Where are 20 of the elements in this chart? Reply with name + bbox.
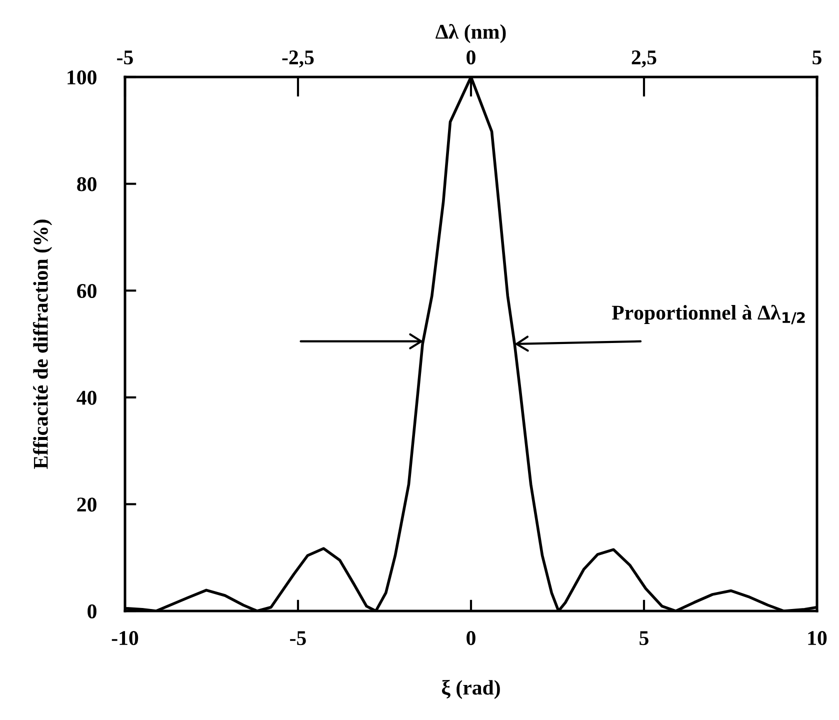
x2-tick-label: 5 (812, 50, 822, 64)
x-tick-label: -5 (290, 631, 306, 646)
y-tick-label: 40 (76, 390, 96, 405)
y-tick-label: 80 (77, 177, 96, 192)
x-tick-label: 5 (640, 631, 648, 646)
y-tick-label: 60 (77, 284, 96, 298)
x2-tick-label: 2,5 (632, 50, 656, 68)
x2-tick-label: -2,5 (282, 50, 314, 68)
x-tick-label: -10 (112, 631, 138, 646)
y-tick-label: 0 (88, 604, 96, 618)
x2-axis-title: Δλ (nm) (436, 24, 506, 44)
y-axis-title: Efficacité de diffraction (%) (32, 220, 52, 469)
x2-tick-label: 0 (466, 50, 476, 64)
x-tick-label: 10 (808, 631, 827, 646)
y-tick-label: 100 (68, 70, 96, 84)
x2-tick-label: -5 (117, 50, 133, 64)
annotation: Proportionnel à Δλ$_{1/2}$ (612, 304, 805, 324)
y-tick-label: 20 (77, 498, 96, 512)
x-tick-label: 0 (466, 631, 476, 646)
x-axis-title: ξ (rad) (442, 680, 500, 699)
